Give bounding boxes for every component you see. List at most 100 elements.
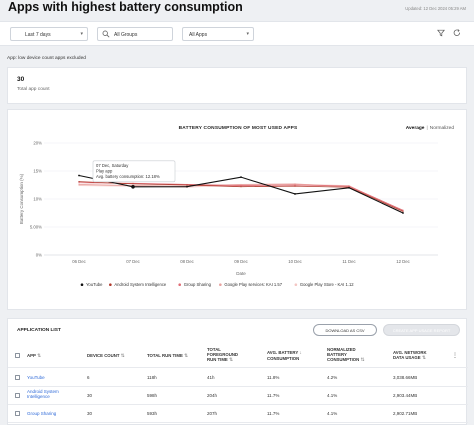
sort-icon: ⇅: [184, 353, 189, 359]
col-header-app[interactable]: APP ⇅: [27, 353, 41, 359]
cell-avg-batt: 11.8%: [267, 375, 280, 380]
filter-note: App: low device count apps excluded: [7, 56, 86, 61]
row-checkbox[interactable]: [15, 411, 20, 416]
data-point-1: [132, 183, 134, 185]
app-name-link[interactable]: Group Sharing: [27, 411, 57, 416]
groups-select-value: All Groups: [114, 31, 138, 38]
toggle-separator: |: [426, 126, 428, 131]
more-options-icon[interactable]: ⋮: [452, 353, 458, 359]
col-header-network[interactable]: AVG. NETWORK DATA USAGE ⇅: [393, 350, 427, 361]
row-divider: [8, 404, 468, 405]
page-header: Apps with highest battery consumption Up…: [0, 0, 474, 18]
y-tick-label: 5.00%: [30, 225, 42, 230]
col-header-norm-label-1: NORMALIZED: [327, 347, 356, 352]
col-header-norm-label-3: CONSUMPTION: [327, 357, 360, 363]
data-point-3: [240, 183, 242, 186]
data-point-1: [294, 185, 296, 187]
x-axis-label: Date: [236, 271, 246, 276]
y-tick-label: 20%: [33, 141, 42, 146]
refresh-icon[interactable]: [453, 29, 461, 37]
data-point-2: [240, 184, 242, 187]
apps-select[interactable]: All Apps ▾: [182, 27, 254, 41]
sort-icon: ⇅: [120, 353, 125, 359]
x-tick-label: 11 Dec: [342, 259, 356, 264]
total-app-count-value: 30: [17, 76, 25, 83]
data-point-0: [294, 193, 296, 195]
filter-icon[interactable]: [437, 29, 445, 37]
legend-label-0: YouTube: [86, 282, 103, 287]
legend-marker-4: [294, 283, 298, 286]
cell-avg-batt: 11.7%: [267, 393, 280, 398]
app-name-link[interactable]: YouTube: [27, 375, 45, 380]
col-header-fg-label-2: FOREGROUND: [207, 352, 239, 358]
y-tick-label: 10%: [33, 197, 42, 202]
filter-bar: Last 7 days ▾ All Groups All Apps ▾: [0, 21, 474, 46]
data-point-2: [294, 184, 296, 186]
create-report-button[interactable]: CREATE APP USAGE REPORT: [383, 324, 460, 336]
row-checkbox[interactable]: [15, 375, 20, 380]
legend-label-2: Group Sharing: [184, 282, 212, 287]
x-tick-label: 09 Dec: [234, 259, 248, 264]
cell-norm-batt: 4.1%: [327, 411, 338, 416]
col-header-run-time-label: TOTAL RUN TIME: [147, 353, 183, 358]
x-tick-label: 10 Dec: [288, 259, 302, 264]
col-header-avg-batt-label-2: CONSUMPTION: [267, 356, 300, 362]
data-point-1: [240, 186, 242, 188]
x-tick-label: 06 Dec: [72, 259, 86, 264]
search-icon: [102, 30, 110, 38]
cell-device-count: 30: [87, 393, 93, 398]
col-header-norm-battery[interactable]: NORMALIZED BATTERY CONSUMPTION ⇅: [327, 347, 365, 364]
total-app-count-label: Total app count: [17, 87, 50, 92]
row-divider: [8, 386, 468, 387]
y-tick-label: 15%: [33, 169, 42, 174]
application-list-card: APPLICATION LIST DOWNLOAD AS CSV CREATE …: [7, 318, 468, 425]
groups-select[interactable]: All Groups: [97, 27, 173, 41]
data-point-3: [78, 183, 80, 186]
tooltip-line: 07 Dec, Saturday: [96, 163, 129, 168]
data-point-1: [186, 184, 188, 186]
cell-avg-batt: 11.7%: [267, 411, 280, 416]
col-header-fg-run-time[interactable]: TOTAL FOREGROUND RUN TIME ⇅: [207, 347, 238, 364]
table-row[interactable]: Android System Intelligence 30 598h 204h 11.…: [8, 387, 468, 405]
legend-marker-1: [109, 283, 112, 286]
cell-fg-run: 207h: [207, 411, 218, 416]
data-point-0: [402, 212, 404, 214]
x-tick-label: 12 Dec: [396, 259, 410, 264]
period-select[interactable]: Last 7 days ▾: [10, 27, 88, 41]
legend-label-1: Android System Intelligence: [114, 282, 167, 287]
cell-fg-run: 204h: [207, 393, 218, 398]
total-app-count-card: 30 Total app count: [7, 67, 467, 104]
toggle-average[interactable]: Average: [405, 126, 425, 131]
download-csv-button[interactable]: DOWNLOAD AS CSV: [313, 324, 377, 336]
y-tick-label: 0%: [36, 253, 42, 258]
data-point-0: [186, 185, 188, 188]
cell-norm-batt: 4.2%: [327, 375, 338, 380]
table-title: APPLICATION LIST: [17, 328, 61, 333]
cell-fg-run: 41h: [207, 375, 215, 380]
select-all-checkbox[interactable]: [15, 353, 20, 358]
col-header-device-count[interactable]: DEVICE COUNT ⇅: [87, 353, 125, 359]
toggle-normalized[interactable]: Normalized: [429, 126, 454, 131]
col-header-net-label-1: AVG. NETWORK: [393, 350, 427, 355]
view-toggle: Average | Normalized: [406, 126, 454, 131]
updated-timestamp: Updated: 12 Dec 2024 05:29 AM: [405, 6, 466, 11]
legend-label-3: Google Play services: KAI 1.57: [224, 282, 282, 287]
data-point-1: [402, 210, 404, 212]
chevron-down-icon: ▾: [80, 30, 83, 37]
data-point-3: [294, 183, 296, 185]
cell-device-count: 6: [87, 375, 90, 380]
y-axis-label: Battery Consumption (%): [19, 173, 24, 224]
cell-run-time: 598h: [147, 393, 158, 398]
legend-marker-0: [80, 283, 84, 286]
data-point-0: [240, 176, 242, 179]
col-header-device-count-label: DEVICE COUNT: [87, 353, 120, 358]
x-tick-label: 07 Dec: [126, 259, 140, 264]
table-row[interactable]: YouTube 6 118h 41h 11.8% 4.2% 3,038.66MB: [8, 369, 468, 387]
tooltip-box: [92, 160, 176, 183]
table-row[interactable]: Group Sharing 30 593h 207h 11.7% 4.1% 2,902.71…: [8, 405, 468, 423]
app-name-link[interactable]: Android System Intelligence: [27, 389, 59, 399]
col-header-avg-battery[interactable]: AVG. BATTERY ↓ CONSUMPTION: [267, 350, 302, 361]
col-header-run-time[interactable]: TOTAL RUN TIME ⇅: [147, 353, 188, 359]
row-checkbox[interactable]: [15, 393, 20, 398]
data-point-0: [348, 186, 350, 189]
